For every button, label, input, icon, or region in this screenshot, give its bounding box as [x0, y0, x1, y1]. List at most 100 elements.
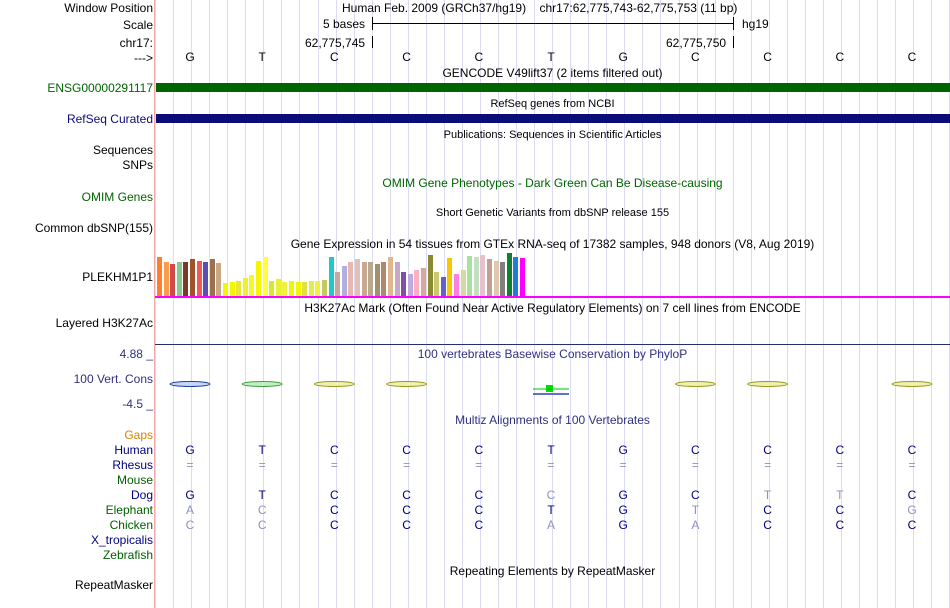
gtex-tissue-bar[interactable]	[209, 259, 215, 296]
gridline	[931, 0, 933, 608]
gtex-tissue-bar[interactable]	[427, 255, 433, 296]
species-label[interactable]: Rhesus	[112, 458, 153, 472]
conservation-score-mark[interactable]	[241, 381, 283, 387]
species-label[interactable]: Dog	[130, 488, 153, 502]
gtex-tissue-bar[interactable]	[269, 281, 275, 296]
species-label[interactable]: X_tropicalis	[90, 533, 153, 547]
gtex-tissue-bar[interactable]	[322, 280, 327, 296]
gencode-track-title[interactable]: GENCODE V49lift37 (2 items filtered out)	[442, 66, 663, 80]
conservation-score-mark[interactable]	[674, 381, 716, 387]
gtex-tissue-bar[interactable]	[500, 262, 506, 296]
gtex-tissue-bar[interactable]	[407, 274, 413, 296]
conservation-score-mark[interactable]	[169, 381, 211, 387]
gtex-tissue-bar[interactable]	[381, 262, 387, 296]
gtex-tissue-bar[interactable]	[506, 253, 512, 296]
gtex-tissue-bar[interactable]	[467, 256, 473, 296]
gtex-tissue-bar[interactable]	[394, 262, 400, 296]
conservation-score-mark[interactable]	[891, 381, 933, 387]
gtex-tissue-bar[interactable]	[361, 262, 367, 296]
gtex-tissue-bar[interactable]	[355, 259, 360, 296]
gtex-tissue-bar[interactable]	[216, 263, 222, 296]
gtex-tissue-bar[interactable]	[236, 281, 242, 296]
refseq-track-title[interactable]: RefSeq genes from NCBI	[490, 98, 615, 110]
gtex-tissue-bar[interactable]	[493, 261, 499, 296]
gtex-tissue-bar[interactable]	[328, 257, 334, 296]
gtex-tissue-bar[interactable]	[190, 259, 195, 296]
gencode-gene-bar[interactable]	[156, 83, 950, 92]
gtex-tissue-bar[interactable]	[335, 272, 341, 296]
multiz-track-title[interactable]: Multiz Alignments of 100 Vertebrates	[455, 413, 650, 427]
gtex-tissue-bar[interactable]	[487, 259, 492, 296]
gtex-tissue-bar[interactable]	[513, 257, 519, 296]
gtex-tissue-bar[interactable]	[374, 264, 380, 296]
window-position-value[interactable]: chr17:62,775,743-62,775,753 (11 bp)	[539, 1, 738, 15]
gtex-tissue-bar[interactable]	[440, 277, 446, 296]
refseq-label[interactable]: RefSeq Curated	[66, 112, 153, 126]
gtex-tissue-bar[interactable]	[183, 262, 189, 296]
gtex-tissue-bar[interactable]	[282, 282, 288, 296]
snps-label[interactable]: SNPs	[122, 158, 153, 172]
gtex-tissue-bar[interactable]	[447, 258, 453, 296]
conservation-plot[interactable]	[155, 376, 950, 396]
assembly-name: Human Feb. 2009 (GRCh37/hg19)	[342, 1, 527, 15]
gtex-tissue-bar[interactable]	[520, 258, 525, 296]
dbsnp-label[interactable]: Common dbSNP(155)	[34, 221, 153, 235]
gtex-tissue-bar[interactable]	[157, 257, 162, 296]
gtex-tissue-bar[interactable]	[223, 283, 228, 296]
gtex-tissue-bar[interactable]	[176, 262, 182, 296]
gtex-tissue-bar[interactable]	[275, 279, 281, 296]
gtex-tissue-bar[interactable]	[170, 264, 176, 296]
gtex-tissue-bar[interactable]	[473, 257, 479, 296]
gtex-tissue-bar[interactable]	[421, 268, 426, 296]
cons-label[interactable]: 100 Vert. Cons	[73, 372, 153, 386]
dbsnp-track-title[interactable]: Short Genetic Variants from dbSNP releas…	[435, 207, 670, 219]
refseq-gene-bar[interactable]	[156, 114, 950, 123]
gtex-tissue-bar[interactable]	[368, 262, 374, 296]
gtex-tissue-bar[interactable]	[414, 270, 420, 296]
gtex-tissue-bar[interactable]	[454, 274, 459, 296]
repeatmasker-label[interactable]: RepeatMasker	[74, 578, 153, 592]
gtex-tissue-bar[interactable]	[242, 278, 248, 296]
gtex-tissue-bar[interactable]	[434, 272, 440, 296]
gtex-tissue-bar[interactable]	[203, 262, 209, 296]
repeatmasker-track-title[interactable]: Repeating Elements by RepeatMasker	[449, 564, 656, 578]
conservation-score-mark[interactable]	[747, 381, 789, 387]
species-label[interactable]: Chicken	[109, 518, 153, 532]
cons-track-title[interactable]: 100 vertebrates Basewise Conservation by…	[417, 347, 688, 361]
species-label[interactable]: Mouse	[116, 473, 153, 487]
gtex-tissue-bar[interactable]	[262, 257, 268, 296]
conservation-score-mark[interactable]	[386, 381, 428, 387]
gtex-tissue-bar[interactable]	[256, 261, 261, 296]
gencode-label[interactable]: ENSG00000291117	[47, 81, 153, 95]
omim-label[interactable]: OMIM Genes	[81, 190, 153, 204]
gtex-track-title[interactable]: Gene Expression in 54 tissues from GTEx …	[290, 237, 815, 251]
sequences-label[interactable]: Sequences	[92, 143, 153, 157]
gtex-tissue-bar[interactable]	[460, 270, 466, 296]
publications-track-title[interactable]: Publications: Sequences in Scientific Ar…	[443, 129, 662, 141]
gtex-tissue-bar[interactable]	[480, 255, 486, 296]
gtex-label[interactable]: PLEKHM1P1	[82, 270, 153, 284]
species-label[interactable]: Elephant	[105, 503, 153, 517]
gtex-tissue-bar[interactable]	[315, 281, 321, 296]
gtex-tissue-bar[interactable]	[163, 262, 169, 296]
gtex-tissue-bar[interactable]	[401, 272, 407, 296]
gtex-tissue-bar[interactable]	[229, 282, 235, 296]
gtex-tissue-bar[interactable]	[249, 275, 255, 296]
conservation-score-mark[interactable]	[313, 381, 355, 387]
reference-base: C	[402, 50, 411, 64]
gtex-tissue-bar[interactable]	[388, 257, 393, 296]
gtex-tissue-bar[interactable]	[295, 282, 301, 296]
gtex-bar-chart[interactable]	[155, 252, 950, 296]
gaps-label[interactable]: Gaps	[124, 428, 153, 442]
gtex-tissue-bar[interactable]	[348, 262, 354, 296]
gtex-tissue-bar[interactable]	[302, 282, 308, 296]
species-label[interactable]: Human	[114, 443, 153, 457]
h3k27ac-label[interactable]: Layered H3K27Ac	[55, 316, 153, 330]
gtex-tissue-bar[interactable]	[289, 281, 294, 296]
species-label[interactable]: Zebrafish	[102, 548, 153, 562]
h3k27ac-track-title[interactable]: H3K27Ac Mark (Often Found Near Active Re…	[304, 301, 801, 315]
gtex-tissue-bar[interactable]	[308, 281, 314, 296]
gtex-tissue-bar[interactable]	[196, 261, 202, 296]
omim-track-title[interactable]: OMIM Gene Phenotypes - Dark Green Can Be…	[382, 176, 723, 190]
gtex-tissue-bar[interactable]	[341, 266, 347, 296]
